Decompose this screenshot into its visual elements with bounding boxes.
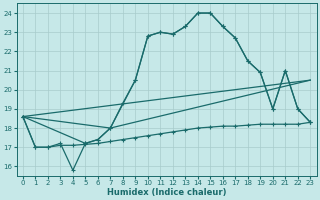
X-axis label: Humidex (Indice chaleur): Humidex (Indice chaleur): [107, 188, 226, 197]
